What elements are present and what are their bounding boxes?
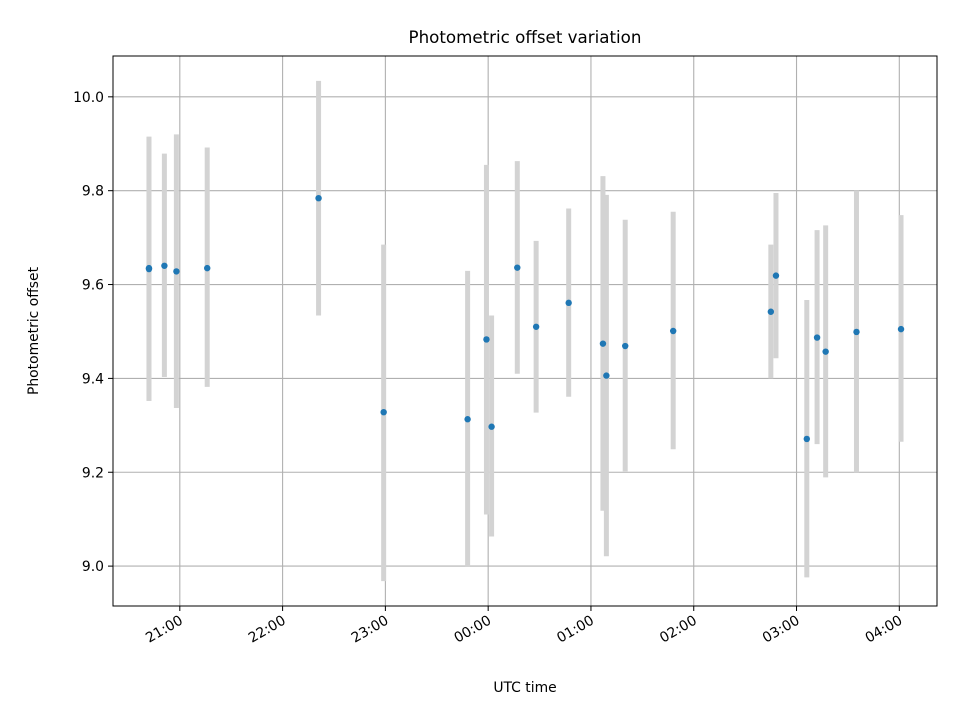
data-point — [669, 327, 677, 335]
data-point — [483, 336, 490, 343]
data-point — [464, 416, 471, 423]
data-point — [599, 340, 607, 347]
data-point — [565, 299, 572, 307]
y-tick-label: 9.4 — [82, 371, 104, 387]
y-axis-label: Photometric offset — [26, 266, 42, 395]
data-point — [897, 325, 905, 333]
y-tick-label: 9.0 — [82, 559, 104, 575]
data-point — [315, 194, 322, 202]
x-axis-label: UTC time — [493, 680, 556, 696]
data-point — [380, 408, 387, 416]
data-point — [813, 334, 821, 341]
data-point — [603, 372, 610, 379]
y-tick-label: 9.2 — [82, 465, 104, 481]
data-point — [772, 272, 780, 279]
data-point — [173, 268, 180, 275]
y-tick-label: 9.8 — [82, 184, 104, 200]
data-point — [161, 262, 168, 269]
plot-frame — [112, 55, 938, 607]
data-point — [204, 264, 211, 272]
data-point — [622, 342, 629, 350]
data-point — [803, 435, 811, 443]
data-point — [488, 423, 495, 430]
chart-title: Photometric offset variation — [409, 27, 642, 47]
data-point — [145, 265, 153, 273]
data-point — [767, 308, 775, 315]
data-point — [822, 348, 829, 355]
data-point — [532, 323, 540, 330]
data-point — [514, 264, 521, 271]
y-tick-label: 10.0 — [73, 90, 104, 106]
y-tick-label: 9.6 — [82, 278, 104, 294]
data-point — [853, 328, 860, 336]
point-layer — [145, 194, 905, 443]
